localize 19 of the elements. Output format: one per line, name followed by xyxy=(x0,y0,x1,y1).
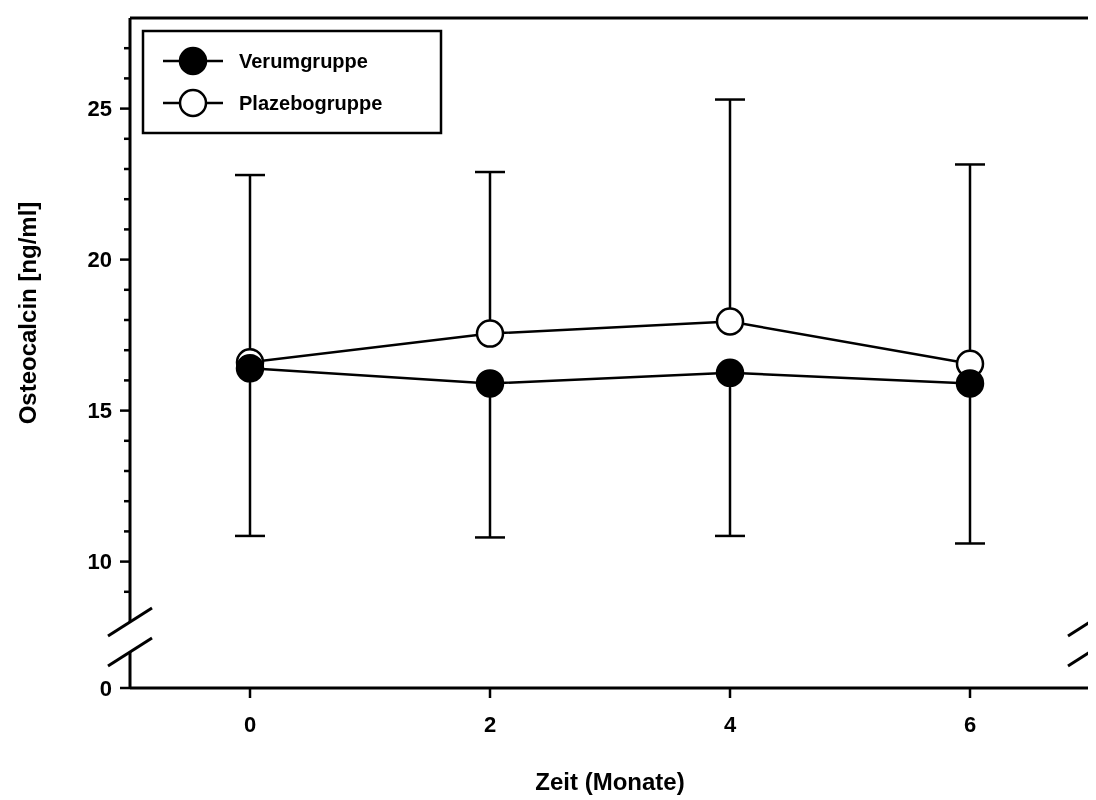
point xyxy=(715,358,745,388)
x-tick-label: 0 xyxy=(243,712,257,737)
legend-label: Verumgruppe xyxy=(239,50,368,72)
y-tick-label: 25 xyxy=(87,96,112,122)
point xyxy=(955,369,985,398)
x-tick-label: 6 xyxy=(963,712,977,737)
y-tick-label: 15 xyxy=(87,398,112,424)
text: 0 xyxy=(99,675,112,701)
y-tick-label: 10 xyxy=(87,549,112,575)
point xyxy=(715,307,745,336)
x-tick-label: 4 xyxy=(723,712,737,737)
point xyxy=(475,369,505,398)
legend-label: Plazebogruppe xyxy=(239,92,383,114)
point xyxy=(235,354,265,383)
y-axis-title: Osteocalcin [ng/ml] xyxy=(14,201,41,425)
x-axis-title: Zeit (Monate) xyxy=(535,768,685,795)
y-tick-label: 20 xyxy=(87,247,112,273)
x-tick-label: 2 xyxy=(483,712,497,737)
point xyxy=(475,319,505,348)
